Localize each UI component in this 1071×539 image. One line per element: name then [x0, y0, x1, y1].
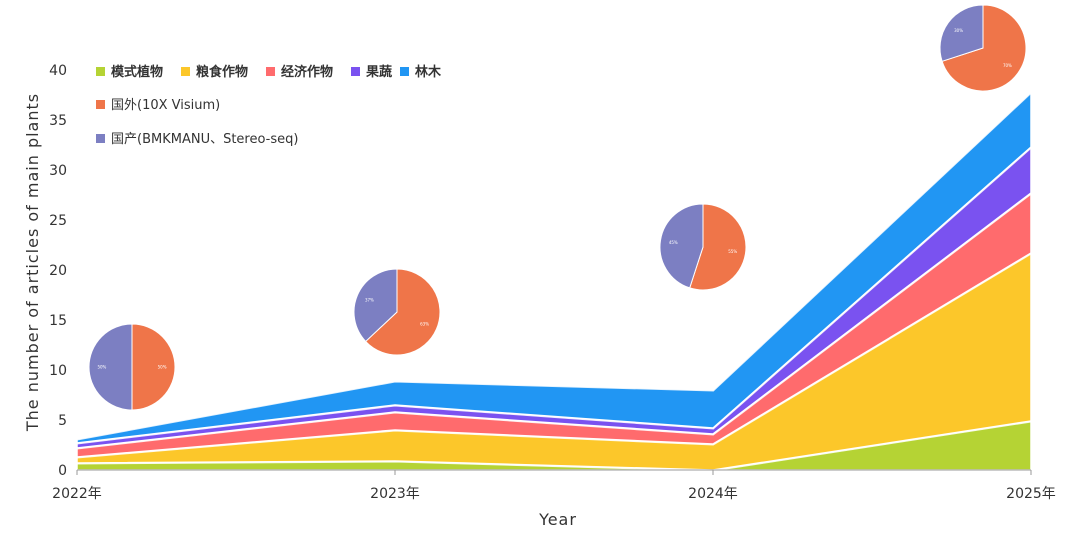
legend-label: 林木 — [415, 64, 442, 80]
y-tick-label: 20 — [49, 263, 67, 279]
pie-slice-label: 30% — [954, 28, 963, 33]
x-tick-label: 2023年 — [370, 486, 420, 502]
pie-slice — [131, 323, 176, 411]
legend-swatch — [266, 67, 275, 76]
y-tick-labels: 0 5 10 15 20 25 30 35 40 — [49, 63, 67, 479]
legend-label: 国产(BMKMANU、Stereo-seq) — [111, 132, 298, 147]
x-tick-label: 2025年 — [1006, 486, 1056, 502]
pie-slice-label: 70% — [1003, 63, 1012, 68]
pie-slice-label: 50% — [97, 365, 106, 370]
legend-label: 果蔬 — [365, 64, 392, 80]
pie-slice — [941, 4, 1027, 92]
pie-slice — [689, 203, 747, 291]
pie-slice-label: 45% — [669, 240, 678, 245]
y-tick-label: 35 — [49, 113, 67, 129]
pie-slice-label: 55% — [728, 249, 737, 254]
legend-swatch — [181, 67, 190, 76]
pie-slice-label: 50% — [158, 365, 167, 370]
legend-label: 模式植物 — [111, 64, 163, 80]
pie-slice-label: 63% — [420, 322, 429, 327]
x-tick-label: 2022年 — [52, 486, 102, 502]
y-tick-label: 40 — [49, 63, 67, 79]
y-axis-title: The number of articles of main plants — [23, 93, 42, 432]
pie-slice — [364, 268, 441, 356]
legend-label: 国外(10X Visium) — [111, 98, 220, 113]
pie-slice — [659, 203, 704, 289]
pie-slice — [88, 323, 133, 411]
y-tick-label: 5 — [58, 413, 67, 429]
area-series-5-edge — [76, 90, 1033, 441]
legend-label: 粮食作物 — [196, 64, 248, 80]
y-tick-label: 30 — [49, 163, 67, 179]
pie-charts: 50% 50% 63% 37% 55% 45% 70% 30% — [88, 4, 1027, 411]
legend-swatch — [96, 67, 105, 76]
y-tick-label: 15 — [49, 313, 67, 329]
x-tick-label: 2024年 — [688, 486, 738, 502]
area-layers — [76, 90, 1033, 472]
legend-swatch — [96, 134, 105, 143]
pie-slice-label: 37% — [365, 298, 374, 303]
legend-swatch — [400, 67, 409, 76]
pie-slice — [939, 4, 984, 62]
y-tick-label: 10 — [49, 363, 67, 379]
legend-swatch — [96, 100, 105, 109]
pie-slice — [353, 268, 398, 343]
y-tick-label: 0 — [58, 463, 67, 479]
x-axis-title: Year — [538, 510, 577, 529]
legend-swatch — [351, 67, 360, 76]
x-tick-labels: 2022年 2023年 2024年 2025年 — [52, 470, 1056, 502]
y-tick-label: 25 — [49, 213, 67, 229]
legend-label: 经济作物 — [281, 64, 333, 80]
